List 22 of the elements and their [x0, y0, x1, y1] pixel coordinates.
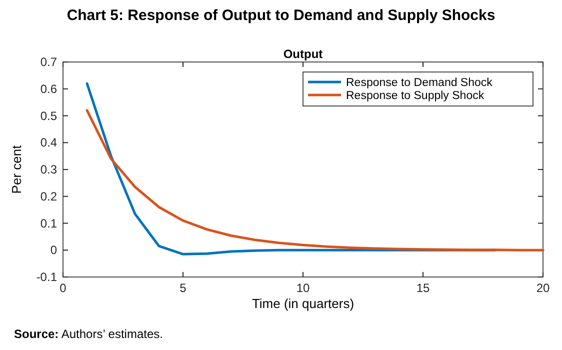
- chart-subtitle: Output: [283, 47, 323, 61]
- legend-label: Response to Supply Shock: [346, 90, 484, 102]
- y-tick-label: 0.1: [40, 216, 58, 230]
- y-tick-label: 0.3: [40, 162, 58, 176]
- x-tick-label: 0: [60, 281, 67, 295]
- legend-label: Response to Demand Shock: [346, 77, 493, 89]
- source-note: Source: Authors’ estimates.: [14, 327, 163, 341]
- y-tick-label: 0.2: [40, 189, 58, 204]
- x-axis-title: Time (in quarters): [252, 296, 354, 311]
- x-tick-label: 10: [296, 281, 310, 295]
- y-tick-label: 0.4: [40, 136, 58, 150]
- y-axis-title: Per cent: [9, 144, 24, 194]
- y-tick-label: -0.1: [36, 270, 58, 284]
- x-tick-label: 5: [180, 281, 187, 295]
- line-series: [86, 109, 544, 252]
- x-tick-label: 20: [536, 281, 550, 295]
- y-tick-label: 0.7: [40, 55, 58, 69]
- x-tick-label: 15: [416, 281, 430, 295]
- y-tick-label: 0.6: [40, 82, 58, 96]
- y-tick-label: 0: [50, 243, 58, 258]
- y-tick-label: 0.5: [40, 108, 58, 123]
- chart-title: Chart 5: Response of Output to Demand and Supply Shocks: [66, 7, 496, 24]
